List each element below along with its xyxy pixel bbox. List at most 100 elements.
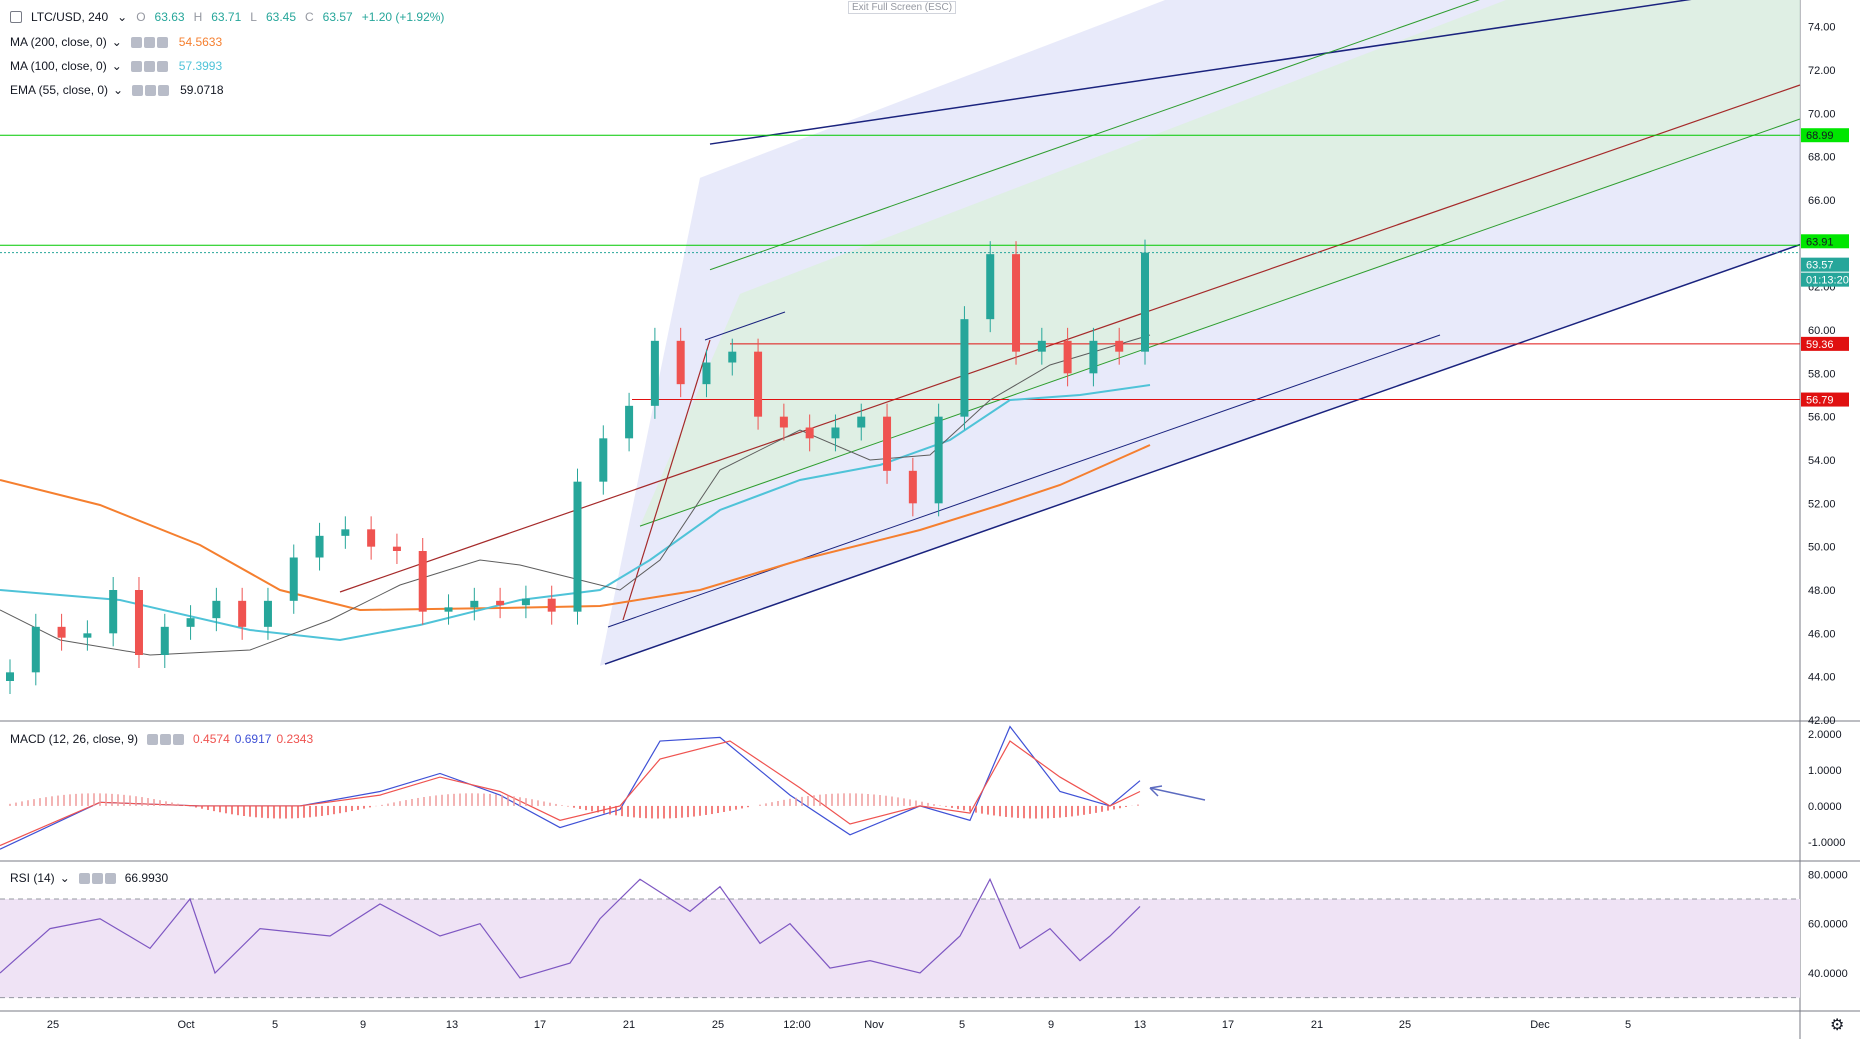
ohlc-low-value: 63.45 [265,10,296,24]
candle-body[interactable] [650,340,659,406]
ma100-line[interactable] [0,384,1151,642]
pitchfork-top-anchor[interactable] [704,311,786,341]
candle-body[interactable] [444,607,453,612]
chevron-down-icon[interactable]: ⌄ [111,35,122,49]
pitchfork-inner-fill[interactable] [640,0,1800,527]
candle-body[interactable] [676,340,685,385]
pitchfork-lower-line[interactable] [604,243,1801,665]
indicator-label[interactable]: EMA (55, close, 0) [10,83,109,97]
candle-body[interactable] [728,351,737,363]
candle-body[interactable] [1037,340,1046,352]
chevron-down-icon[interactable]: ⌄ [111,59,122,73]
candle-body[interactable] [496,600,505,606]
candle-body[interactable] [1141,252,1149,352]
indicator-label[interactable]: MA (100, close, 0) [10,59,107,73]
candle-body[interactable] [986,254,995,320]
eye-icon[interactable] [130,60,142,72]
candle-body[interactable] [754,351,763,417]
candle-body[interactable] [702,362,711,385]
price-axis-tick-label: 52.00 [1808,498,1836,510]
candle-body[interactable] [831,427,840,439]
menu-icon[interactable] [10,11,22,23]
gear-icon[interactable] [160,733,172,745]
candle-body[interactable] [573,481,582,612]
candle-body[interactable] [31,626,40,673]
indicator-controls[interactable] [130,60,168,72]
indicator-controls[interactable] [130,36,168,48]
eye-icon[interactable] [147,733,159,745]
pitchfork-green-line[interactable] [639,118,1801,527]
candle-body[interactable] [6,672,14,681]
close-icon[interactable] [104,872,116,884]
candle-body[interactable] [134,590,143,655]
candle-body[interactable] [212,600,221,619]
chevron-down-icon[interactable]: ⌄ [117,10,128,24]
eye-icon[interactable] [132,84,144,96]
candle-body[interactable] [470,600,479,608]
rsi-label[interactable]: RSI (14) [10,871,55,885]
macd-label[interactable]: MACD (12, 26, close, 9) [10,732,139,746]
candle-body[interactable] [341,529,350,536]
candle-body[interactable] [625,405,634,439]
candle-body[interactable] [315,535,324,558]
indicator-label[interactable]: MA (200, close, 0) [10,35,107,49]
gear-icon[interactable] [143,36,155,48]
candle-body[interactable] [418,551,427,612]
indicator-controls[interactable] [78,872,116,884]
pitchfork-upper-line[interactable] [709,0,1700,145]
candle-body[interactable] [186,618,195,627]
candle-body[interactable] [83,633,92,638]
candle-body[interactable] [521,598,530,606]
close-icon[interactable] [156,36,168,48]
candle-body[interactable] [779,416,788,428]
pitchfork-handle-line[interactable] [622,339,711,621]
gear-icon[interactable] [91,872,103,884]
candle-body[interactable] [367,529,376,547]
ema55-line[interactable] [0,334,1151,656]
close-icon[interactable] [158,84,170,96]
time-axis-tick-label: Nov [864,1019,884,1031]
close-icon[interactable] [156,60,168,72]
candle-body[interactable] [57,626,66,638]
candle-body[interactable] [547,598,556,612]
annotation-arrow-head[interactable] [1149,785,1163,797]
candle-body[interactable] [1115,340,1124,352]
candle-body[interactable] [599,438,608,482]
exit-fullscreen-button[interactable]: Exit Full Screen (ESC) [848,1,957,14]
close-icon[interactable] [173,733,185,745]
indicator-legend-ema55: EMA (55, close, 0) ⌄ 59.0718 [10,83,224,97]
annotation-arrow[interactable] [1149,787,1206,801]
candle-body[interactable] [960,319,969,417]
macd-signal-line[interactable] [0,740,1141,847]
chevron-down-icon[interactable]: ⌄ [113,83,124,97]
chevron-down-icon[interactable]: ⌄ [59,871,70,885]
candle-body[interactable] [1089,340,1098,374]
candle-body[interactable] [934,416,943,504]
rsi-line[interactable] [0,877,1141,979]
candle-body[interactable] [883,416,892,471]
pitchfork-green-line[interactable] [709,0,1800,271]
candle-body[interactable] [263,600,272,627]
candle-body[interactable] [1063,340,1072,374]
candle-body[interactable] [805,427,814,439]
ma200-line[interactable] [0,444,1151,612]
gear-icon[interactable] [145,84,157,96]
eye-icon[interactable] [78,872,90,884]
indicator-controls[interactable] [147,733,185,745]
candle-body[interactable] [908,470,917,504]
time-axis-tick-label: Dec [1530,1019,1550,1031]
candle-body[interactable] [1012,254,1021,352]
symbol-title[interactable]: LTC/USD, 240 [31,10,109,24]
candle-body[interactable] [392,546,401,551]
pitchfork-support-line[interactable] [607,334,1441,628]
candle-body[interactable] [289,557,298,601]
candle-body[interactable] [160,626,169,655]
indicator-controls[interactable] [132,84,170,96]
candle-body[interactable] [109,590,118,634]
eye-icon[interactable] [130,36,142,48]
candle-body[interactable] [857,416,866,428]
candle-body[interactable] [238,600,247,627]
pitchfork-median-line[interactable] [339,84,1801,593]
gear-icon[interactable] [143,60,155,72]
